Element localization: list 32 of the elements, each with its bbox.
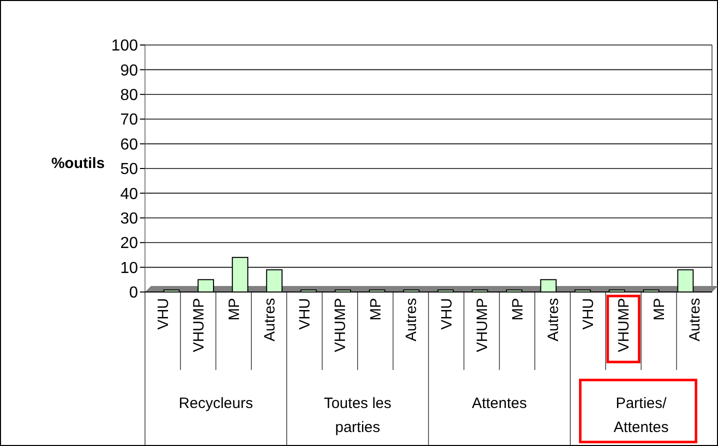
x-tick-label: MP [368, 298, 385, 320]
y-tick-label: 80 [120, 87, 138, 104]
x-tick-label: Autres [403, 298, 420, 342]
x-tick-label: VHU [296, 298, 314, 330]
x-tick-label: VHU [438, 298, 456, 330]
y-axis-title: %outils [51, 155, 105, 172]
y-tick-label: 10 [120, 260, 138, 277]
x-tick-label: MP [226, 298, 243, 320]
y-tick-label: 20 [120, 235, 138, 252]
text: Parties/ Attentes [614, 395, 669, 436]
x-tick-label: Autres [544, 298, 562, 342]
y-tick-label: 30 [120, 210, 138, 228]
y-tick-label: 50 [120, 161, 138, 178]
y-tick-label: 40 [120, 186, 138, 203]
x-tick-label: VHUMP [616, 298, 633, 352]
x-tick-label: VHUMP [474, 298, 491, 352]
y-tick-label: 70 [120, 112, 138, 129]
y-tick-label: 60 [120, 136, 138, 154]
x-tick-label: Autres [261, 298, 278, 342]
x-tick-label: MP [651, 298, 668, 320]
text: Recycleurs [178, 395, 253, 412]
x-tick-label: VHUMP [190, 298, 208, 352]
y-tick-label: 100 [111, 38, 138, 55]
y-tick-label: 90 [120, 62, 138, 80]
y-tick-label: 0 [129, 284, 138, 302]
x-tick-label: MP [509, 298, 526, 320]
text: Attentes [472, 395, 527, 412]
text: Toutes les parties [324, 395, 392, 436]
x-tick-label: VHU [154, 298, 172, 330]
x-tick-label: Autres [686, 298, 704, 342]
x-tick-label: VHUMP [332, 298, 350, 352]
x-tick-label: VHU [580, 298, 598, 330]
